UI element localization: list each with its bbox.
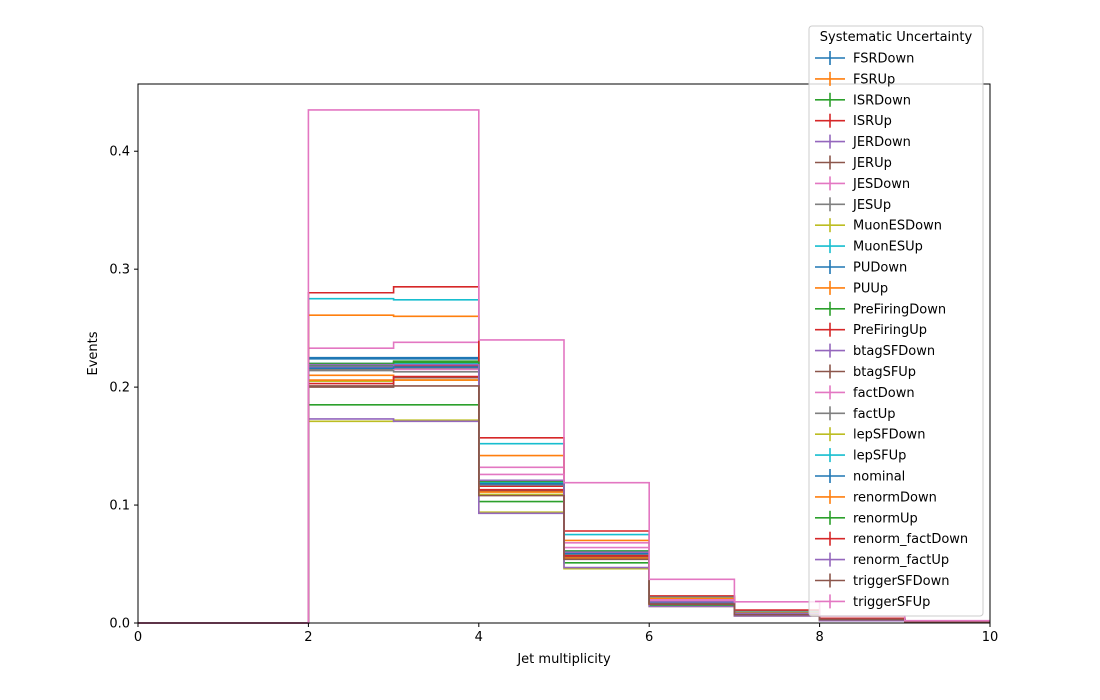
legend-label: JESDown — [852, 177, 910, 192]
legend-label: factDown — [853, 386, 915, 401]
legend-label: btagSFDown — [853, 344, 935, 359]
x-tick-label: 2 — [304, 630, 312, 645]
y-axis-title: Events — [86, 331, 101, 375]
legend-title: Systematic Uncertainty — [820, 30, 973, 45]
legend-label: triggerSFUp — [853, 595, 930, 610]
y-tick-label: 0.3 — [109, 263, 130, 278]
legend-box — [808, 25, 984, 617]
legend-label: renormUp — [853, 511, 918, 526]
legend-item-renormDown: renormDown — [815, 489, 937, 505]
legend-label: ISRDown — [853, 93, 911, 108]
legend-item-nominal: nominal — [815, 469, 905, 485]
legend-label: JERUp — [852, 156, 892, 171]
legend-item-FSRDown: FSRDown — [815, 51, 914, 67]
legend-item-factDown: factDown — [815, 385, 915, 401]
legend-item-renormUp: renormUp — [815, 510, 918, 526]
legend-label: JERDown — [852, 135, 911, 150]
x-axis: 0 2 4 6 8 10 — [134, 623, 998, 645]
legend-item-btagSFUp: btagSFUp — [815, 364, 916, 380]
x-tick-label: 4 — [475, 630, 483, 645]
plot-series — [138, 109, 990, 624]
legend-item-renorm_factDown: renorm_factDown — [815, 531, 968, 547]
x-tick-label: 8 — [815, 630, 823, 645]
legend-item-triggerSFDown: triggerSFDown — [815, 573, 949, 589]
legend-item-FSRUp: FSRUp — [815, 71, 895, 87]
legend-label: JESUp — [852, 198, 891, 213]
legend-label: renorm_factUp — [853, 553, 949, 568]
legend-item-triggerSFUp: triggerSFUp — [815, 594, 930, 610]
legend-item-JERDown: JERDown — [815, 134, 911, 150]
legend-label: factUp — [853, 407, 896, 422]
legend-label: PreFiringDown — [853, 302, 946, 317]
legend-item-lepSFUp: lepSFUp — [815, 448, 906, 464]
legend-item-JERUp: JERUp — [815, 155, 892, 171]
y-tick-label: 0.4 — [109, 145, 130, 160]
legend-label: FSRDown — [853, 52, 914, 67]
y-axis: 0.0 0.1 0.2 0.3 0.4 — [109, 145, 138, 632]
legend-label: PreFiringUp — [853, 323, 927, 338]
legend-label: renorm_factDown — [853, 532, 968, 547]
y-tick-label: 0.2 — [109, 381, 130, 396]
legend-item-renorm_factUp: renorm_factUp — [815, 552, 949, 568]
legend-items: FSRDown FSRUp ISRDown ISRUp JERDown JERUp JESD… — [815, 51, 968, 610]
plot-frame — [137, 83, 991, 624]
legend-label: PUDown — [853, 261, 907, 276]
y-tick-label: 0.1 — [109, 499, 130, 514]
y-tick-label: 0.0 — [109, 617, 130, 632]
legend-item-PreFiringDown: PreFiringDown — [815, 301, 946, 317]
legend-item-btagSFDown: btagSFDown — [815, 343, 935, 359]
legend-label: MuonESUp — [853, 240, 923, 255]
legend-label: triggerSFDown — [853, 574, 949, 589]
legend-item-ISRDown: ISRDown — [815, 92, 911, 108]
legend-item-MuonESDown: MuonESDown — [815, 218, 942, 234]
x-tick-label: 10 — [982, 630, 999, 645]
legend-item-MuonESUp: MuonESUp — [815, 239, 923, 255]
legend-label: PUUp — [853, 281, 888, 296]
legend: Systematic Uncertainty FSRDown FSRUp ISRDo… — [808, 25, 984, 617]
legend-label: btagSFUp — [853, 365, 916, 380]
legend-label: lepSFUp — [853, 449, 906, 464]
legend-item-PUUp: PUUp — [815, 280, 888, 296]
legend-label: nominal — [853, 470, 905, 485]
legend-label: MuonESDown — [853, 219, 942, 234]
legend-item-PUDown: PUDown — [815, 260, 907, 276]
legend-item-JESDown: JESDown — [815, 176, 910, 192]
legend-item-JESUp: JESUp — [815, 197, 891, 213]
x-tick-label: 0 — [134, 630, 142, 645]
x-tick-label: 6 — [645, 630, 653, 645]
x-axis-title: Jet multiplicity — [516, 652, 611, 667]
legend-label: ISRUp — [853, 114, 892, 129]
legend-item-lepSFDown: lepSFDown — [815, 427, 925, 443]
legend-label: lepSFDown — [853, 428, 925, 443]
legend-item-ISRUp: ISRUp — [815, 113, 892, 129]
legend-item-factUp: factUp — [815, 406, 896, 422]
legend-label: renormDown — [853, 490, 937, 505]
legend-label: FSRUp — [853, 72, 895, 87]
legend-item-PreFiringUp: PreFiringUp — [815, 322, 927, 338]
